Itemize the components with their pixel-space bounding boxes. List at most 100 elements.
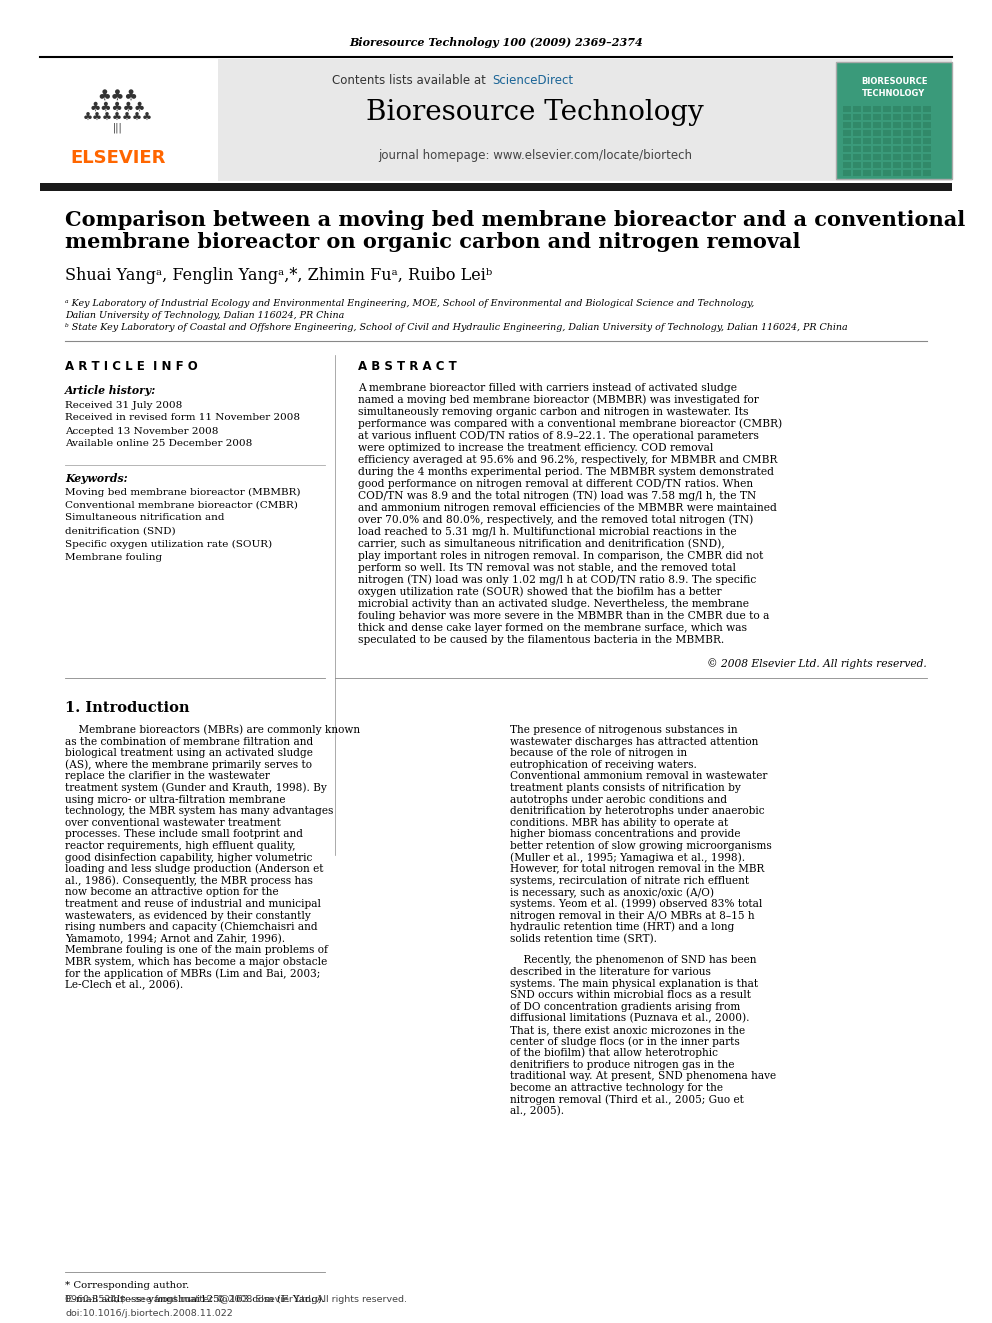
Bar [863,130,871,136]
Text: © 2008 Elsevier Ltd. All rights reserved.: © 2008 Elsevier Ltd. All rights reserved… [707,659,927,669]
Bar [863,138,871,144]
Bar [913,161,921,168]
Text: autotrophs under aerobic conditions and: autotrophs under aerobic conditions and [510,795,727,804]
Text: Available online 25 December 2008: Available online 25 December 2008 [65,439,252,448]
Text: thick and dense cake layer formed on the membrane surface, which was: thick and dense cake layer formed on the… [358,623,747,632]
Bar [873,122,881,128]
Bar [903,114,911,120]
Text: higher biomass concentrations and provide: higher biomass concentrations and provid… [510,830,740,839]
Bar [843,153,851,160]
Text: during the 4 months experimental period. The MBMBR system demonstrated: during the 4 months experimental period.… [358,467,774,478]
Text: Membrane fouling: Membrane fouling [65,553,162,561]
Bar [843,130,851,136]
Text: perform so well. Its TN removal was not stable, and the removed total: perform so well. Its TN removal was not … [358,564,736,573]
Text: Dalian University of Technology, Dalian 116024, PR China: Dalian University of Technology, Dalian … [65,311,344,319]
Bar [873,169,881,176]
Bar [893,122,901,128]
Text: using micro- or ultra-filtration membrane: using micro- or ultra-filtration membran… [65,795,286,804]
Bar [923,146,931,152]
Text: fouling behavior was more severe in the MBMBR than in the CMBR due to a: fouling behavior was more severe in the … [358,611,770,620]
Text: Received in revised form 11 November 2008: Received in revised form 11 November 200… [65,414,300,422]
Bar [883,122,891,128]
Bar [883,161,891,168]
Bar [893,106,901,112]
Text: A B S T R A C T: A B S T R A C T [358,360,456,373]
Text: A membrane bioreactor filled with carriers instead of activated sludge: A membrane bioreactor filled with carrie… [358,382,737,393]
Bar [863,114,871,120]
Bar [913,138,921,144]
Bar [903,161,911,168]
Text: speculated to be caused by the filamentous bacteria in the MBMBR.: speculated to be caused by the filamento… [358,635,724,646]
Bar [893,130,901,136]
Text: 1. Introduction: 1. Introduction [65,701,189,714]
Bar [903,106,911,112]
Text: Keywords:: Keywords: [65,472,128,483]
Text: E-mail address: yangshuai125@163.com (F. Yang).: E-mail address: yangshuai125@163.com (F.… [65,1294,325,1303]
Bar [843,114,851,120]
Text: denitrification (SND): denitrification (SND) [65,527,176,536]
Bar [923,169,931,176]
Bar [863,146,871,152]
Text: BIORESOURCE: BIORESOURCE [861,78,928,86]
Text: Conventional ammonium removal in wastewater: Conventional ammonium removal in wastewa… [510,771,768,782]
Bar [853,138,861,144]
Text: Yamamoto, 1994; Arnot and Zahir, 1996).: Yamamoto, 1994; Arnot and Zahir, 1996). [65,934,285,945]
Text: al., 1986). Consequently, the MBR process has: al., 1986). Consequently, the MBR proces… [65,876,312,886]
Bar [903,130,911,136]
Text: wastewater discharges has attracted attention: wastewater discharges has attracted atte… [510,737,758,746]
Text: ♣♣♣♣♣♣♣: ♣♣♣♣♣♣♣ [83,112,153,123]
Bar [883,169,891,176]
Text: systems. Yeom et al. (1999) observed 83% total: systems. Yeom et al. (1999) observed 83%… [510,898,763,909]
Text: ᵇ State Key Laboratory of Coastal and Offshore Engineering, School of Civil and : ᵇ State Key Laboratory of Coastal and Of… [65,323,847,332]
Bar [903,153,911,160]
Text: replace the clarifier in the wastewater: replace the clarifier in the wastewater [65,771,270,782]
Bar [863,153,871,160]
Bar [863,106,871,112]
Text: 0960-8524/$ - see front matter © 2008 Elsevier Ltd. All rights reserved.: 0960-8524/$ - see front matter © 2008 El… [65,1295,407,1304]
Text: named a moving bed membrane bioreactor (MBMBR) was investigated for: named a moving bed membrane bioreactor (… [358,394,759,405]
Text: denitrification by heterotrophs under anaerobic: denitrification by heterotrophs under an… [510,806,765,816]
Bar [40,60,952,181]
Bar [853,106,861,112]
Bar [923,138,931,144]
Text: better retention of slow growing microorganisms: better retention of slow growing microor… [510,841,772,851]
Text: Bioresource Technology: Bioresource Technology [366,98,704,126]
Bar [913,130,921,136]
Text: over 70.0% and 80.0%, respectively, and the removed total nitrogen (TN): over 70.0% and 80.0%, respectively, and … [358,515,753,525]
Text: simultaneously removing organic carbon and nitrogen in wastewater. Its: simultaneously removing organic carbon a… [358,407,749,417]
Text: and ammonium nitrogen removal efficiencies of the MBMBR were maintained: and ammonium nitrogen removal efficienci… [358,503,777,513]
Text: Shuai Yangᵃ, Fenglin Yangᵃ,*, Zhimin Fuᵃ, Ruibo Leiᵇ: Shuai Yangᵃ, Fenglin Yangᵃ,*, Zhimin Fuᵃ… [65,267,492,284]
Text: (Muller et al., 1995; Yamagiwa et al., 1998).: (Muller et al., 1995; Yamagiwa et al., 1… [510,852,745,863]
Text: systems. The main physical explanation is that: systems. The main physical explanation i… [510,979,758,988]
Text: over conventional wastewater treatment: over conventional wastewater treatment [65,818,281,828]
Bar [923,114,931,120]
Text: reactor requirements, high effluent quality,: reactor requirements, high effluent qual… [65,841,296,851]
Text: microbial activity than an activated sludge. Nevertheless, the membrane: microbial activity than an activated slu… [358,599,749,609]
Text: carrier, such as simultaneous nitrification and denitrification (SND),: carrier, such as simultaneous nitrificat… [358,538,725,549]
Text: described in the literature for various: described in the literature for various [510,967,711,976]
Bar [923,130,931,136]
Bar [853,122,861,128]
Bar [863,161,871,168]
Text: Received 31 July 2008: Received 31 July 2008 [65,401,183,410]
Text: MBR system, which has become a major obstacle: MBR system, which has become a major obs… [65,957,327,967]
Text: hydraulic retention time (HRT) and a long: hydraulic retention time (HRT) and a lon… [510,922,734,933]
Text: However, for total nitrogen removal in the MBR: However, for total nitrogen removal in t… [510,864,765,875]
Text: denitrifiers to produce nitrogen gas in the: denitrifiers to produce nitrogen gas in … [510,1060,734,1070]
Text: performance was compared with a conventional membrane bioreactor (CMBR): performance was compared with a conventi… [358,418,783,429]
Text: for the application of MBRs (Lim and Bai, 2003;: for the application of MBRs (Lim and Bai… [65,968,320,979]
Bar [913,122,921,128]
Text: of the biofilm) that allow heterotrophic: of the biofilm) that allow heterotrophic [510,1048,718,1058]
Text: doi:10.1016/j.biortech.2008.11.022: doi:10.1016/j.biortech.2008.11.022 [65,1308,233,1318]
Bar [873,130,881,136]
Bar [843,106,851,112]
Text: of DO concentration gradients arising from: of DO concentration gradients arising fr… [510,1002,740,1012]
Bar [843,169,851,176]
Text: play important roles in nitrogen removal. In comparison, the CMBR did not: play important roles in nitrogen removal… [358,550,764,561]
Bar [40,183,952,191]
Bar [893,161,901,168]
Bar [883,138,891,144]
Text: eutrophication of receiving waters.: eutrophication of receiving waters. [510,759,696,770]
Text: biological treatment using an activated sludge: biological treatment using an activated … [65,749,312,758]
Bar [883,130,891,136]
